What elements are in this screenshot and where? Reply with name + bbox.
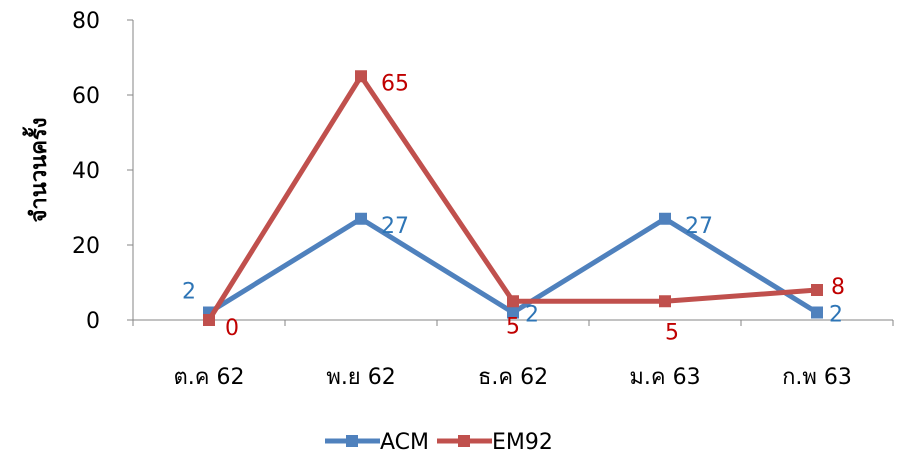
data-label-em92: 8 (831, 275, 845, 300)
data-point-em92 (355, 70, 367, 83)
x-tick-label: ม.ค 63 (629, 365, 700, 390)
legend: ACM EM92 (325, 430, 553, 455)
data-point-acm (659, 212, 671, 225)
x-tick-label: ธ.ค 62 (478, 365, 548, 390)
y-axis-title: จำนวนครั้ง (22, 118, 52, 223)
data-label-em92: 5 (506, 314, 520, 339)
data-label-acm: 27 (685, 214, 713, 239)
x-tick-label: ต.ค 62 (174, 365, 245, 390)
data-point-em92 (659, 295, 671, 308)
legend-marker-acm (346, 435, 358, 447)
y-tick-label: 60 (72, 84, 100, 109)
data-label-acm: 2 (829, 303, 843, 328)
data-label-em92: 0 (225, 316, 239, 341)
data-label-acm: 2 (525, 303, 539, 328)
x-tick-label: ก.พ 63 (782, 365, 852, 390)
data-point-em92 (811, 284, 823, 296)
data-label-em92: 65 (381, 71, 409, 96)
legend-label-acm: ACM (380, 430, 429, 455)
data-label-acm: 2 (182, 280, 196, 305)
y-tick-label: 20 (72, 234, 100, 259)
data-label-em92: 5 (665, 320, 679, 345)
legend-label-em92: EM92 (492, 430, 553, 455)
data-point-em92 (203, 314, 215, 326)
data-point-acm (811, 306, 823, 319)
y-tick-label: 40 (72, 159, 100, 184)
data-label-acm: 27 (381, 214, 409, 239)
data-point-acm (507, 306, 519, 319)
series-line-em92 (206, 73, 820, 323)
y-tick-label: 80 (72, 9, 100, 34)
data-point-em92 (507, 295, 519, 308)
legend-marker-em92 (458, 435, 470, 447)
data-point-acm (355, 212, 367, 225)
y-tick-label: 0 (86, 309, 100, 334)
data-labels-layer: 2 27 2 27 2 0 65 5 5 8 (182, 71, 845, 345)
series-layer (203, 70, 823, 326)
x-tick-label: พ.ย 62 (326, 365, 395, 390)
